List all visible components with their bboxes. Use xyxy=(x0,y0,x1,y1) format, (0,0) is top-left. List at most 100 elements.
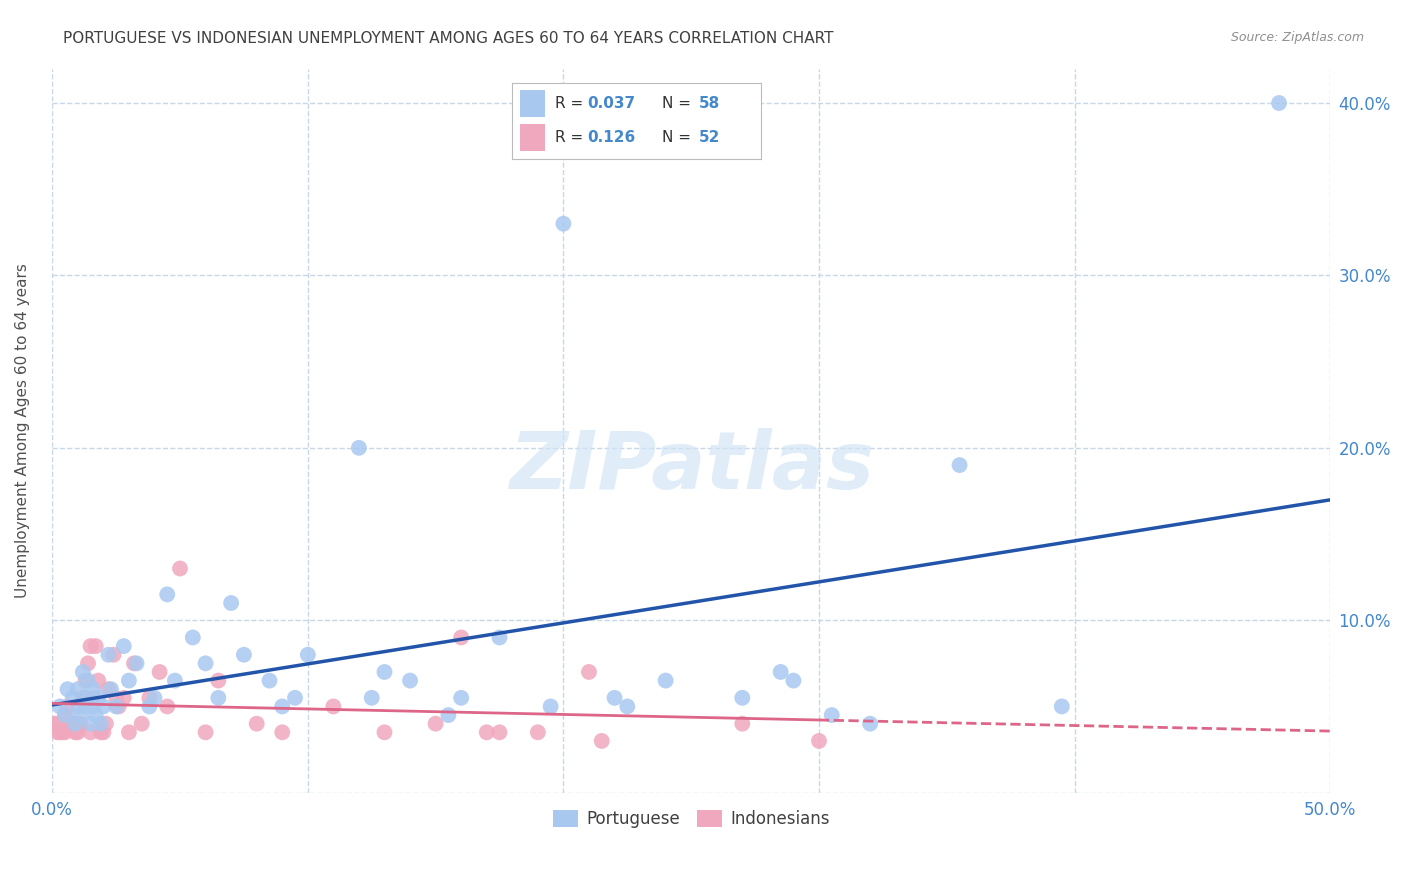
Point xyxy=(450,631,472,645)
Point xyxy=(72,665,94,679)
Legend: Portuguese, Indonesians: Portuguese, Indonesians xyxy=(547,804,837,835)
Point xyxy=(948,458,970,472)
Point xyxy=(82,690,104,705)
Point xyxy=(425,716,447,731)
Point xyxy=(77,657,100,671)
Point xyxy=(138,699,160,714)
Point xyxy=(82,682,104,697)
Point xyxy=(399,673,422,688)
Point xyxy=(62,716,84,731)
Point xyxy=(91,725,114,739)
Point xyxy=(69,708,91,723)
Point xyxy=(75,699,97,714)
Point xyxy=(347,441,370,455)
Point xyxy=(87,690,110,705)
Point xyxy=(112,639,135,653)
Point xyxy=(271,699,294,714)
Point xyxy=(232,648,254,662)
Point xyxy=(105,699,128,714)
Point xyxy=(1050,699,1073,714)
Point xyxy=(56,682,79,697)
Point xyxy=(194,657,217,671)
Point xyxy=(82,699,104,714)
Point xyxy=(527,725,550,739)
Point xyxy=(103,648,125,662)
Point xyxy=(821,708,844,723)
Point xyxy=(94,716,117,731)
Point xyxy=(807,734,830,748)
Point xyxy=(87,673,110,688)
Point xyxy=(207,690,229,705)
Text: ZIPatlas: ZIPatlas xyxy=(509,428,873,506)
Point xyxy=(603,690,626,705)
Point xyxy=(90,725,112,739)
Point xyxy=(107,699,129,714)
Point xyxy=(97,682,120,697)
Point xyxy=(49,725,72,739)
Point xyxy=(859,716,882,731)
Point xyxy=(373,665,395,679)
Point xyxy=(49,699,72,714)
Point xyxy=(65,716,87,731)
Point xyxy=(271,725,294,739)
Point xyxy=(66,725,89,739)
Point xyxy=(259,673,281,688)
Point xyxy=(553,217,575,231)
Point xyxy=(46,725,69,739)
Point xyxy=(79,639,101,653)
Point xyxy=(53,725,76,739)
Point xyxy=(219,596,242,610)
Point xyxy=(616,699,638,714)
Point xyxy=(69,716,91,731)
Point xyxy=(488,725,510,739)
Point xyxy=(284,690,307,705)
Text: PORTUGUESE VS INDONESIAN UNEMPLOYMENT AMONG AGES 60 TO 64 YEARS CORRELATION CHAR: PORTUGUESE VS INDONESIAN UNEMPLOYMENT AM… xyxy=(63,31,834,46)
Point xyxy=(181,631,204,645)
Point xyxy=(122,657,145,671)
Point xyxy=(731,690,754,705)
Point xyxy=(207,673,229,688)
Point xyxy=(65,725,87,739)
Point xyxy=(246,716,269,731)
Point xyxy=(72,690,94,705)
Point xyxy=(91,699,114,714)
Point xyxy=(782,673,804,688)
Point xyxy=(46,716,69,731)
Point xyxy=(53,708,76,723)
Point xyxy=(437,708,460,723)
Point xyxy=(1268,95,1291,110)
Point xyxy=(591,734,613,748)
Point xyxy=(360,690,382,705)
Point xyxy=(540,699,562,714)
Point xyxy=(163,673,186,688)
Point xyxy=(475,725,498,739)
Point xyxy=(148,665,170,679)
Point xyxy=(56,699,79,714)
Point xyxy=(322,699,344,714)
Point xyxy=(731,716,754,731)
Point xyxy=(297,648,319,662)
Text: Source: ZipAtlas.com: Source: ZipAtlas.com xyxy=(1230,31,1364,45)
Point xyxy=(90,716,112,731)
Point xyxy=(84,708,107,723)
Point xyxy=(59,716,82,731)
Point xyxy=(105,690,128,705)
Point xyxy=(44,716,66,731)
Point xyxy=(654,673,676,688)
Point xyxy=(75,673,97,688)
Point xyxy=(488,631,510,645)
Point xyxy=(138,690,160,705)
Point xyxy=(79,725,101,739)
Point xyxy=(97,648,120,662)
Point xyxy=(77,673,100,688)
Point xyxy=(112,690,135,705)
Point xyxy=(578,665,600,679)
Point xyxy=(769,665,792,679)
Point xyxy=(84,639,107,653)
Point xyxy=(75,690,97,705)
Point xyxy=(51,725,73,739)
Point xyxy=(100,682,122,697)
Point xyxy=(79,716,101,731)
Point xyxy=(450,690,472,705)
Y-axis label: Unemployment Among Ages 60 to 64 years: Unemployment Among Ages 60 to 64 years xyxy=(15,263,30,598)
